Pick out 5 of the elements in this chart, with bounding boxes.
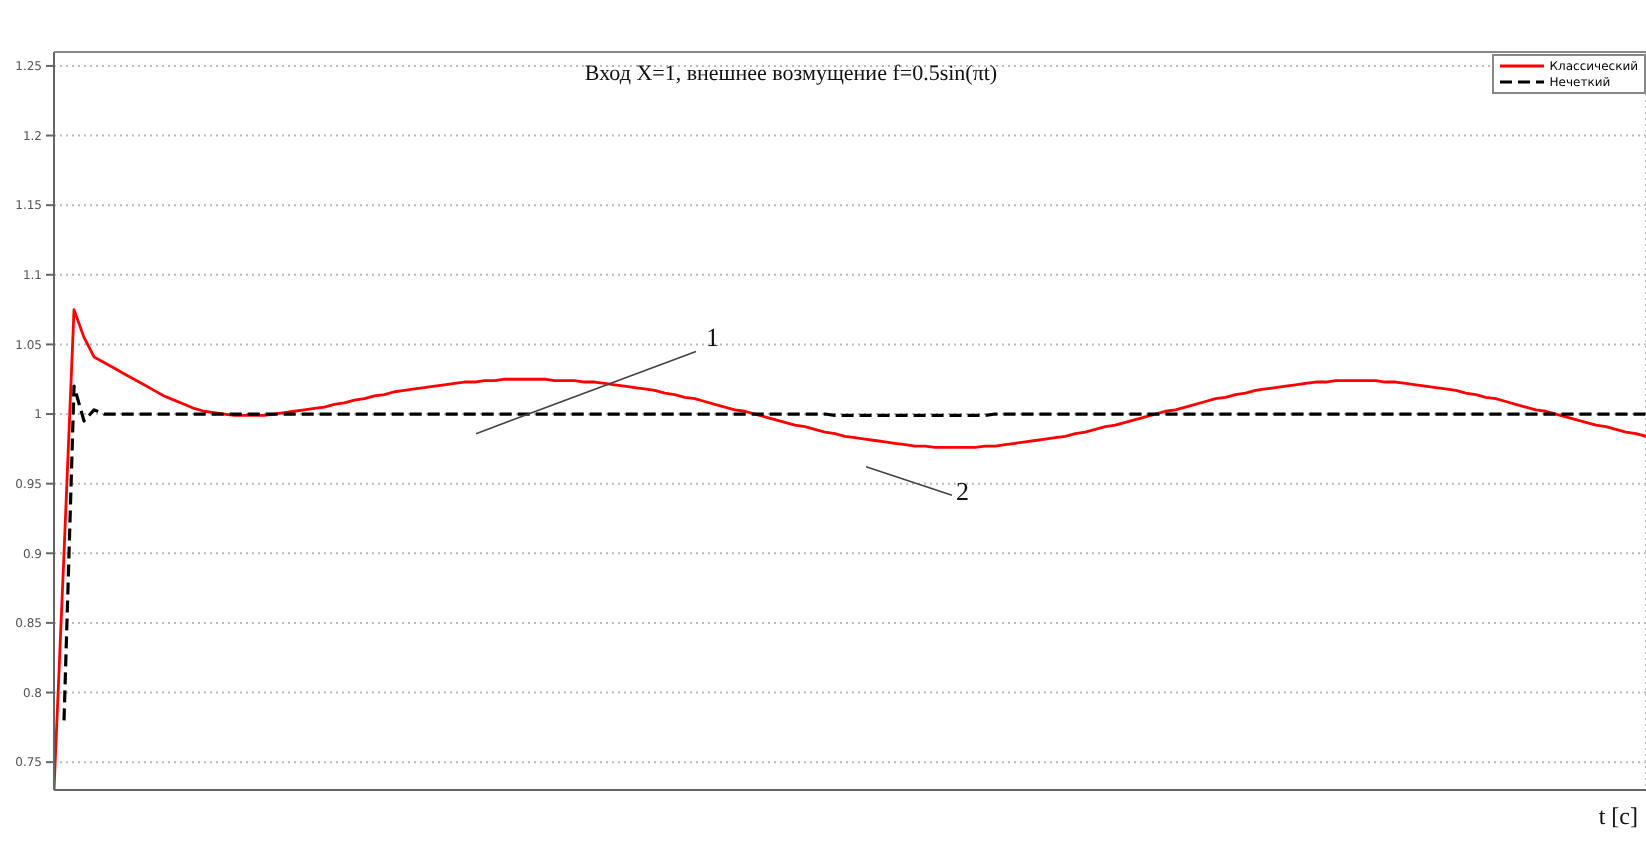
line-series xyxy=(62,384,1646,722)
annotation: 2 xyxy=(956,475,969,506)
x-axis-title: t [c] xyxy=(1598,802,1638,830)
text: Вход X=1, внешнее возмущение f=0.5sin(πt) xyxy=(584,62,998,86)
annotation: 1 xyxy=(706,321,719,352)
